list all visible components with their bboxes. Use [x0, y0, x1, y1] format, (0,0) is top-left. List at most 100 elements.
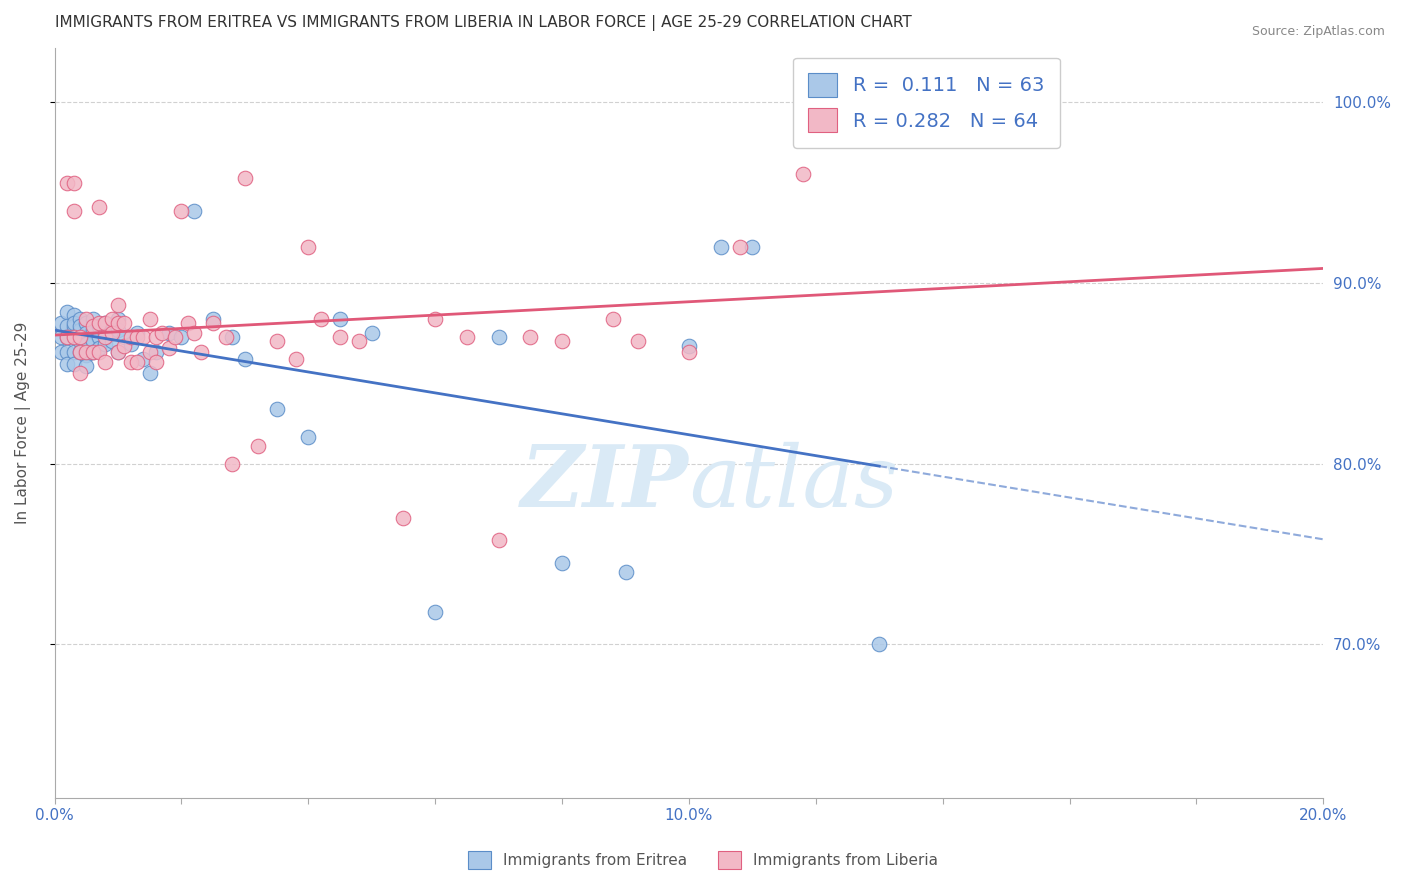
Point [69, 319, 91, 334]
Point [931, 95, 953, 109]
Point [792, 167, 814, 181]
Point [62, 177, 84, 191]
Point [94, 326, 117, 341]
Point [120, 330, 142, 344]
Point [62, 316, 84, 330]
Point [112, 330, 135, 344]
Point [49, 330, 72, 344]
Point [868, 637, 890, 651]
Point [75, 316, 97, 330]
Point [551, 556, 574, 570]
Point [82, 344, 104, 359]
Point [69, 344, 91, 359]
Point [112, 316, 135, 330]
Point [551, 334, 574, 348]
Point [125, 355, 148, 369]
Point [145, 344, 167, 359]
Point [165, 330, 187, 344]
Point [233, 351, 256, 366]
Point [741, 240, 763, 254]
Point [125, 326, 148, 341]
Point [82, 323, 104, 337]
Point [297, 240, 319, 254]
Point [170, 330, 193, 344]
Point [519, 330, 541, 344]
Point [75, 326, 97, 341]
Point [69, 366, 91, 380]
Text: ZIP: ZIP [522, 442, 689, 524]
Point [221, 330, 243, 344]
Point [120, 355, 142, 369]
Point [69, 312, 91, 326]
Point [710, 240, 733, 254]
Point [360, 326, 382, 341]
Point [107, 323, 129, 337]
Point [49, 316, 72, 330]
Point [75, 359, 97, 373]
Point [678, 339, 700, 353]
Point [139, 312, 162, 326]
Y-axis label: In Labor Force | Age 25-29: In Labor Force | Age 25-29 [15, 322, 31, 524]
Point [107, 344, 129, 359]
Point [627, 334, 650, 348]
Point [139, 344, 162, 359]
Point [56, 319, 79, 334]
Point [107, 316, 129, 330]
Point [56, 177, 79, 191]
Point [456, 330, 478, 344]
Point [488, 330, 510, 344]
Point [215, 330, 238, 344]
Point [62, 309, 84, 323]
Point [107, 297, 129, 311]
Point [56, 344, 79, 359]
Point [177, 316, 200, 330]
Point [329, 330, 352, 344]
Point [87, 316, 110, 330]
Point [82, 312, 104, 326]
Point [75, 337, 97, 351]
Point [56, 305, 79, 319]
Point [233, 171, 256, 186]
Point [202, 316, 225, 330]
Point [62, 330, 84, 344]
Point [100, 334, 122, 348]
Point [75, 344, 97, 359]
Point [62, 203, 84, 218]
Point [87, 330, 110, 344]
Legend: Immigrants from Eritrea, Immigrants from Liberia: Immigrants from Eritrea, Immigrants from… [463, 845, 943, 875]
Point [157, 341, 180, 355]
Text: Source: ZipAtlas.com: Source: ZipAtlas.com [1251, 25, 1385, 38]
Point [69, 330, 91, 344]
Point [87, 200, 110, 214]
Point [56, 357, 79, 371]
Point [183, 203, 205, 218]
Point [87, 319, 110, 334]
Point [62, 357, 84, 371]
Point [132, 351, 155, 366]
Point [157, 326, 180, 341]
Point [190, 344, 212, 359]
Point [69, 323, 91, 337]
Point [100, 323, 122, 337]
Point [183, 326, 205, 341]
Point [94, 316, 117, 330]
Point [152, 326, 174, 341]
Point [87, 341, 110, 355]
Point [56, 330, 79, 344]
Point [75, 312, 97, 326]
Legend: R =  0.111   N = 63, R = 0.282   N = 64: R = 0.111 N = 63, R = 0.282 N = 64 [793, 58, 1060, 148]
Point [614, 565, 637, 579]
Point [120, 337, 142, 351]
Point [425, 312, 447, 326]
Point [82, 334, 104, 348]
Text: IMMIGRANTS FROM ERITREA VS IMMIGRANTS FROM LIBERIA IN LABOR FORCE | AGE 25-29 CO: IMMIGRANTS FROM ERITREA VS IMMIGRANTS FR… [55, 15, 911, 31]
Point [82, 344, 104, 359]
Point [728, 240, 751, 254]
Point [49, 344, 72, 359]
Point [94, 337, 117, 351]
Point [69, 334, 91, 348]
Point [266, 402, 288, 417]
Point [297, 429, 319, 443]
Point [392, 511, 415, 525]
Point [284, 351, 307, 366]
